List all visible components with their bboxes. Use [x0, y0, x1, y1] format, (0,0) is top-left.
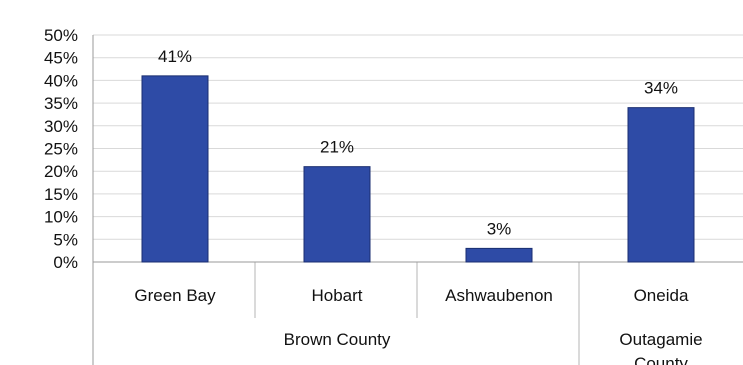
y-tick-label: 5%: [53, 230, 78, 249]
data-labels: 41% 21% 3% 34%: [158, 47, 678, 239]
y-tick-label: 15%: [44, 185, 78, 204]
data-label: 41%: [158, 47, 192, 66]
category-label: Ashwaubenon: [445, 286, 553, 305]
category-labels: Green Bay Hobart Ashwaubenon Oneida: [134, 286, 689, 305]
data-label: 21%: [320, 138, 354, 157]
category-label: Oneida: [634, 286, 689, 305]
category-label: Green Bay: [134, 286, 216, 305]
y-tick-label: 35%: [44, 94, 78, 113]
y-tick-label: 30%: [44, 117, 78, 136]
y-tick-label: 10%: [44, 208, 78, 227]
group-label: Outagamie County: [619, 330, 702, 365]
bars: [141, 75, 695, 263]
bar-hobart: [303, 166, 371, 263]
y-tick-label: 25%: [44, 140, 78, 159]
y-tick-label: 45%: [44, 49, 78, 68]
y-tick-label: 0%: [53, 253, 78, 272]
group-label: Brown County: [284, 330, 391, 349]
data-label: 3%: [487, 219, 512, 238]
bar-oneida: [627, 107, 695, 263]
bar-green-bay: [141, 75, 209, 263]
y-tick-label: 50%: [44, 26, 78, 45]
data-label: 34%: [644, 79, 678, 98]
y-tick-label: 40%: [44, 71, 78, 90]
bar-ashwaubenon: [465, 247, 533, 263]
y-axis-ticks: 0% 5% 10% 15% 20% 25% 30% 35% 40% 45% 50%: [44, 26, 78, 272]
group-labels: Brown County Outagamie County: [284, 330, 703, 365]
y-tick-label: 20%: [44, 162, 78, 181]
category-label: Hobart: [311, 286, 362, 305]
